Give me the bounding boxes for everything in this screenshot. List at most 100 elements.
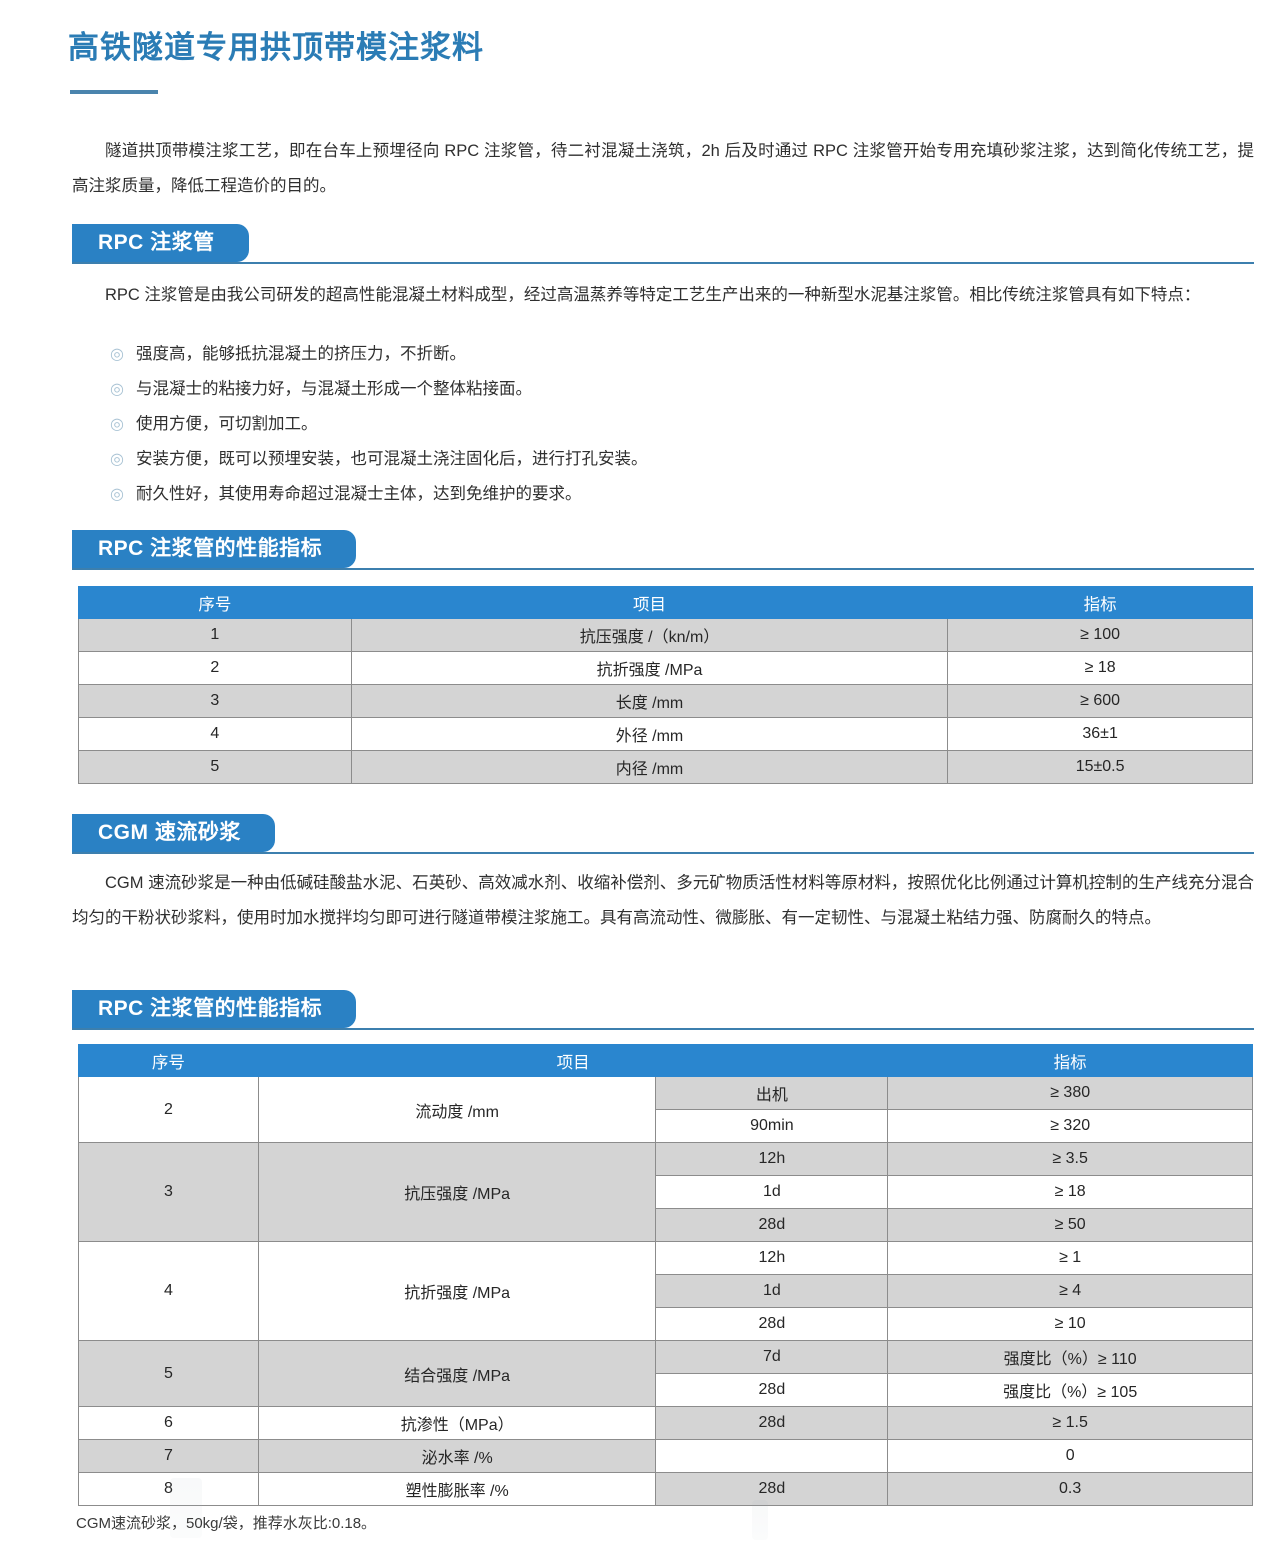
- cell-value: ≥ 1: [887, 1241, 1253, 1275]
- cell-item: 流动度 /mm: [257, 1076, 657, 1143]
- scan-watermark: [752, 1500, 768, 1540]
- cell-condition: 28d: [655, 1406, 889, 1440]
- cell-value: ≥ 320: [887, 1109, 1253, 1143]
- bullet-marker-icon: ◎: [110, 416, 124, 433]
- cell-value: 15±0.5: [947, 750, 1253, 784]
- column-header-value: 指标: [887, 1044, 1253, 1077]
- cell-value: ≥ 1.5: [887, 1406, 1253, 1440]
- cell-item: 抗压强度 /MPa: [257, 1142, 657, 1242]
- cell-item: 外径 /mm: [350, 717, 949, 751]
- table-row: 3 抗压强度 /MPa 12h ≥ 3.5: [78, 1142, 1253, 1242]
- section-rule: [72, 1028, 1254, 1030]
- scan-watermark: [170, 1478, 202, 1538]
- table-row: 1d ≥ 4: [79, 1274, 1253, 1308]
- table-row: 5 内径 /mm 15±0.5: [78, 750, 1253, 784]
- cell-no: 6: [78, 1406, 259, 1440]
- cell-item: 长度 /mm: [350, 684, 949, 718]
- section-rule: [72, 262, 1254, 264]
- table-row: 1d ≥ 18: [79, 1175, 1253, 1209]
- list-item: ◎ 安装方便，既可以预埋安装，也可混凝土浇注固化后，进行打孔安装。: [110, 442, 1210, 477]
- cell-condition: 1d: [655, 1274, 889, 1308]
- cell-no: 3: [78, 1142, 259, 1242]
- footnote: CGM速流砂浆，50kg/袋，推荐水灰比:0.18。: [76, 1515, 377, 1532]
- cell-item: 抗渗性（MPa）: [257, 1406, 657, 1440]
- section-tab-label: CGM 速流砂浆: [72, 814, 275, 852]
- cell-no: 5: [78, 1340, 259, 1407]
- column-header-item: 项目: [350, 586, 949, 619]
- list-item-label: 与混凝士的粘接力好，与混凝土形成一个整体粘接面。: [136, 380, 532, 398]
- cell-value: 强度比（%）≥ 105: [887, 1373, 1253, 1407]
- cell-item: 塑性膨胀率 /%: [257, 1472, 657, 1506]
- cell-value: 36±1: [947, 717, 1253, 751]
- table-row: 2 抗折强度 /MPa ≥ 18: [78, 651, 1253, 685]
- bullet-marker-icon: ◎: [110, 346, 124, 363]
- cell-item: 泌水率 /%: [257, 1439, 657, 1473]
- cell-no: 1: [78, 618, 352, 652]
- section-header-rpc-pipe: RPC 注浆管: [72, 224, 1254, 266]
- section-header-cgm: CGM 速流砂浆: [72, 814, 1254, 856]
- cell-value: 0: [887, 1439, 1253, 1473]
- section-header-rpc-spec: RPC 注浆管的性能指标: [72, 530, 1254, 572]
- cgm-paragraph: CGM 速流砂浆是一种由低碱硅酸盐水泥、石英砂、高效减水剂、收缩补偿剂、多元矿物…: [72, 874, 1254, 927]
- bullet-marker-icon: ◎: [110, 486, 124, 503]
- table-header-row: 序号 项目 指标: [78, 586, 1253, 619]
- table-header-row: 序号 项目 指标: [78, 1044, 1253, 1077]
- cell-condition: 28d: [655, 1208, 889, 1242]
- cell-no: 4: [78, 1241, 259, 1341]
- page-title: 高铁隧道专用拱顶带模注浆料: [68, 30, 484, 65]
- cell-condition: 1d: [655, 1175, 889, 1209]
- column-header-value: 指标: [947, 586, 1253, 619]
- table-row: 4 抗折强度 /MPa 12h ≥ 1: [78, 1241, 1253, 1341]
- rpc-pipe-spec-table: 序号 项目 指标 1 抗压强度 /（kn/m） ≥ 100 2 抗折强度 /MP…: [78, 586, 1253, 784]
- cell-condition: 90min: [655, 1109, 889, 1143]
- list-item-label: 使用方便，可切割加工。: [136, 415, 318, 433]
- cell-condition: 出机: [655, 1076, 889, 1110]
- rpc-pipe-bullet-list: ◎ 强度高，能够抵抗混凝土的挤压力，不折断。 ◎ 与混凝士的粘接力好，与混凝土形…: [110, 337, 1210, 512]
- cell-no: 5: [78, 750, 352, 784]
- cell-value: ≥ 100: [947, 618, 1253, 652]
- list-item-label: 耐久性好，其使用寿命超过混凝士主体，达到免维护的要求。: [136, 485, 582, 503]
- cell-no: 2: [78, 1076, 259, 1143]
- intro-paragraph: 隧道拱顶带模注浆工艺，即在台车上预埋径向 RPC 注浆管，待二衬混凝土浇筑，2h…: [72, 142, 1254, 195]
- table-row: 3 长度 /mm ≥ 600: [78, 684, 1253, 718]
- section-rule: [72, 568, 1254, 570]
- cell-no: 7: [78, 1439, 259, 1473]
- cell-item: 抗折强度 /MPa: [257, 1241, 657, 1341]
- bullet-marker-icon: ◎: [110, 451, 124, 468]
- cell-value: 0.3: [887, 1472, 1253, 1506]
- cell-condition: [655, 1439, 889, 1473]
- cell-no: 2: [78, 651, 352, 685]
- section-tab-label: RPC 注浆管的性能指标: [72, 990, 357, 1028]
- table-row: 5 结合强度 /MPa 7d 强度比（%）≥ 110: [78, 1340, 1253, 1407]
- cell-condition: 7d: [655, 1340, 889, 1374]
- column-header-no: 序号: [78, 586, 352, 619]
- list-item: ◎ 使用方便，可切割加工。: [110, 407, 1210, 442]
- cell-item: 结合强度 /MPa: [257, 1340, 657, 1407]
- cell-no: 4: [78, 717, 352, 751]
- cell-item: 抗压强度 /（kn/m）: [350, 618, 949, 652]
- cell-value: ≥ 380: [887, 1076, 1253, 1110]
- cell-value: ≥ 3.5: [887, 1142, 1253, 1176]
- table-row: 28d ≥ 10: [79, 1307, 1253, 1341]
- list-item: ◎ 与混凝士的粘接力好，与混凝土形成一个整体粘接面。: [110, 372, 1210, 407]
- table-row: 7 泌水率 /% 0: [78, 1439, 1253, 1473]
- cell-value: ≥ 4: [887, 1274, 1253, 1308]
- section-tab-label: RPC 注浆管的性能指标: [72, 530, 357, 568]
- column-header-item: 项目: [257, 1044, 889, 1077]
- cell-no: 3: [78, 684, 352, 718]
- cell-condition: 28d: [655, 1307, 889, 1341]
- list-item: ◎ 强度高，能够抵抗混凝土的挤压力，不折断。: [110, 337, 1210, 372]
- cell-value: 强度比（%）≥ 110: [887, 1340, 1253, 1374]
- table-row: 90min ≥ 320: [79, 1109, 1253, 1143]
- section-tab-label: RPC 注浆管: [72, 224, 249, 262]
- cell-condition: 28d: [655, 1472, 889, 1506]
- cell-value: ≥ 18: [947, 651, 1253, 685]
- section-rule: [72, 852, 1254, 854]
- list-item-label: 强度高，能够抵抗混凝土的挤压力，不折断。: [136, 345, 466, 363]
- cell-item: 内径 /mm: [350, 750, 949, 784]
- rpc-pipe-paragraph: RPC 注浆管是由我公司研发的超高性能混凝土材料成型，经过高温蒸养等特定工艺生产…: [105, 286, 1201, 304]
- cell-value: ≥ 600: [947, 684, 1253, 718]
- table-row: 1 抗压强度 /（kn/m） ≥ 100: [78, 618, 1253, 652]
- table-row: 4 外径 /mm 36±1: [78, 717, 1253, 751]
